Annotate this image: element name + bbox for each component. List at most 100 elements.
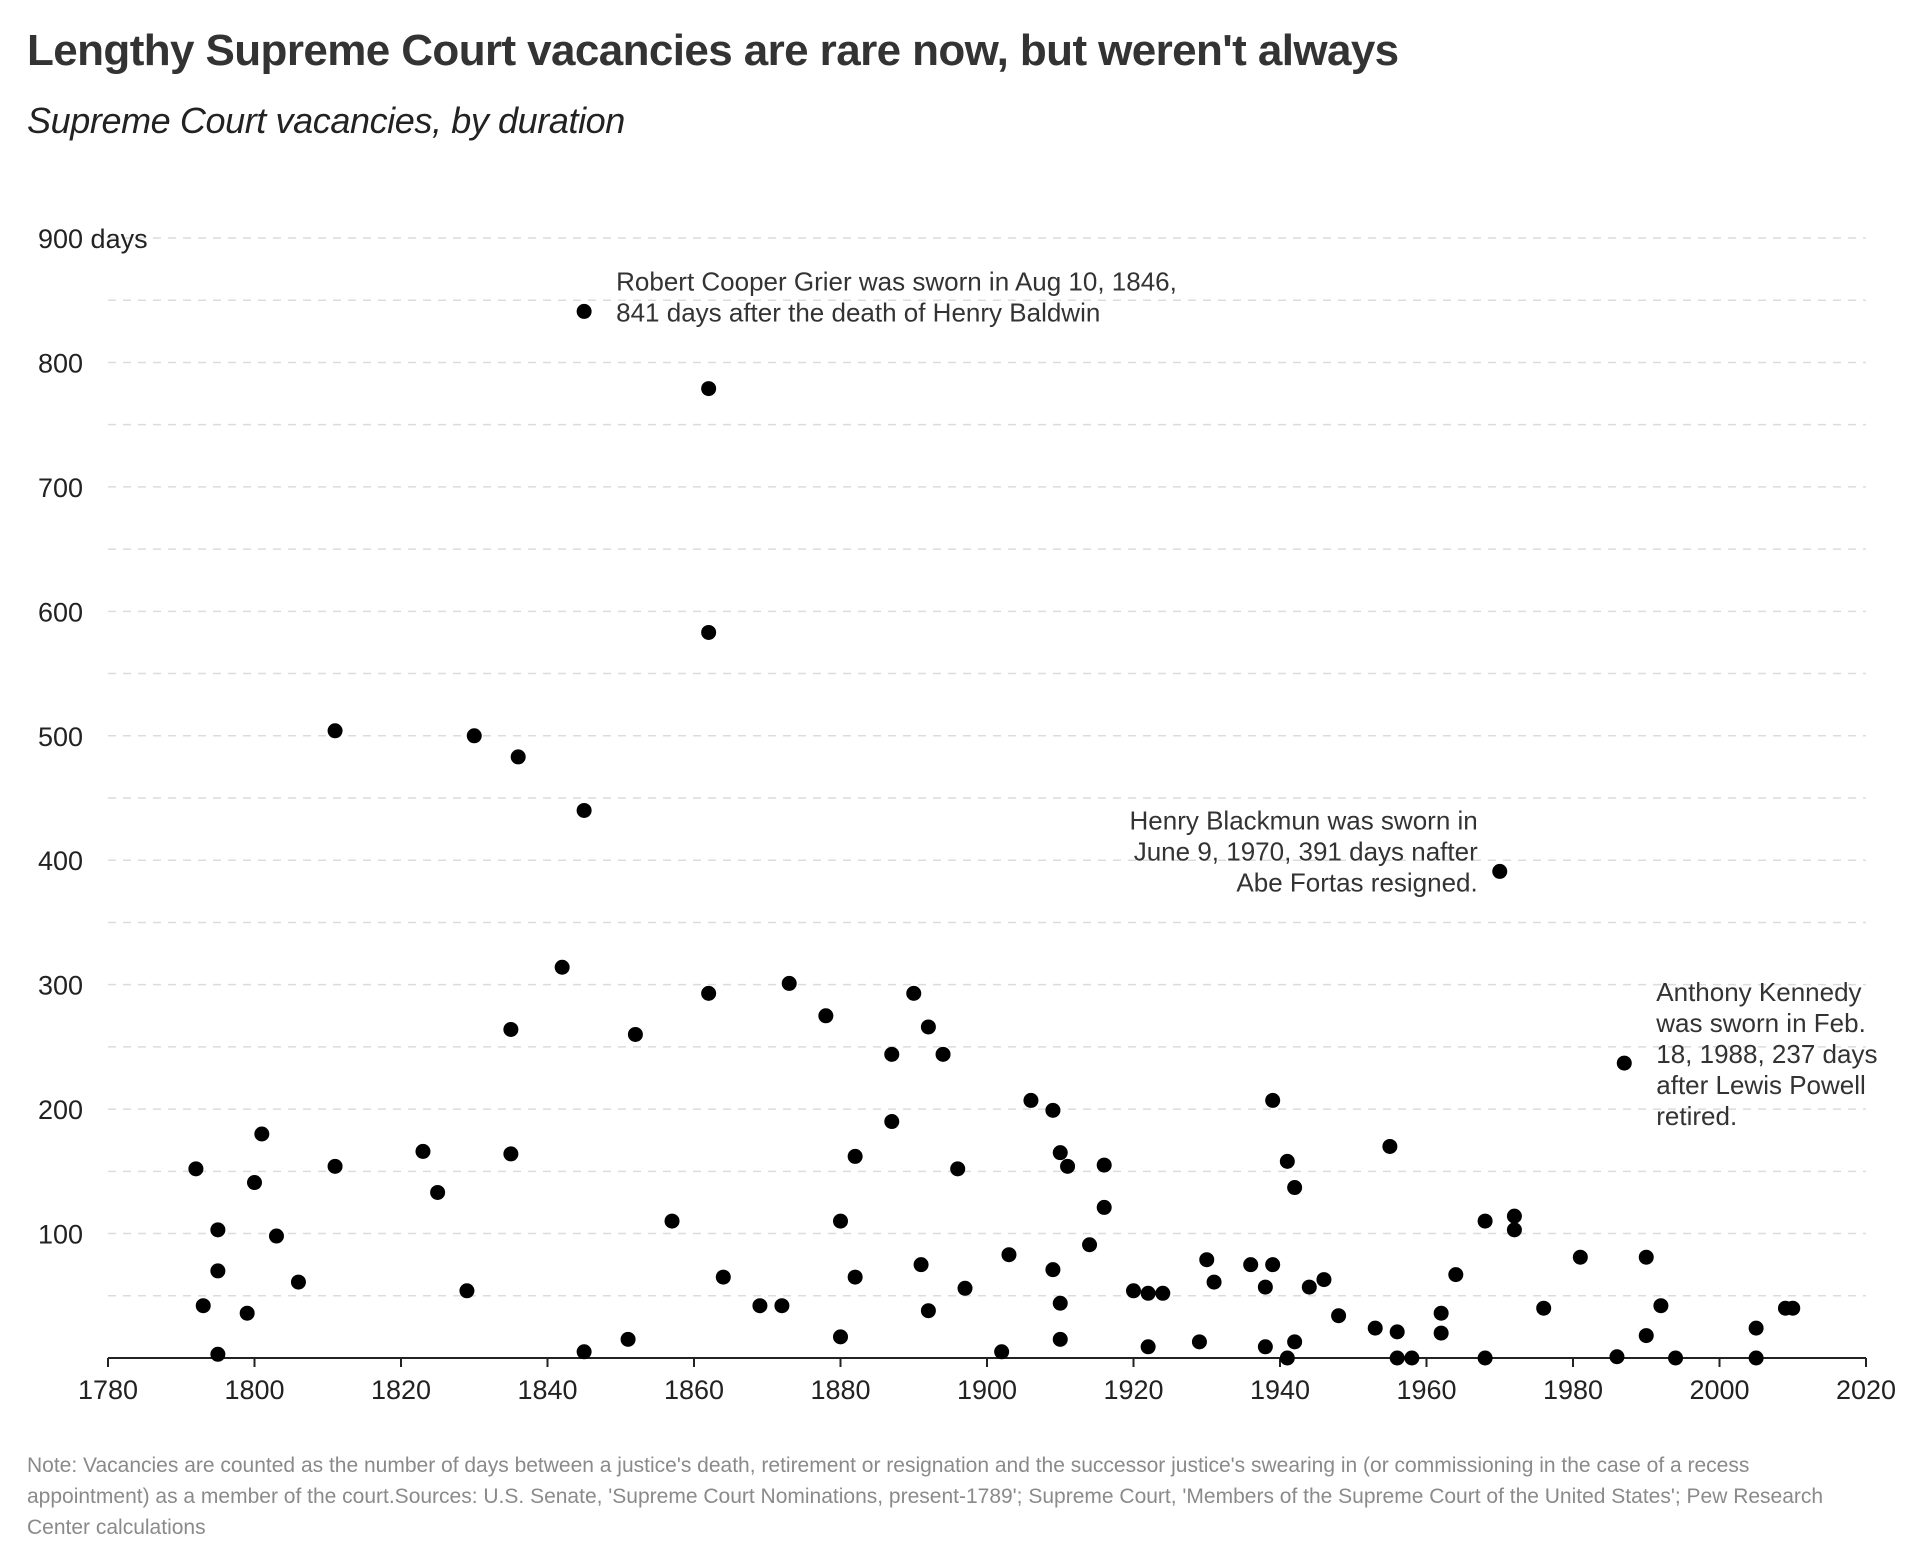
- data-point: [627, 1026, 643, 1042]
- data-point: [1045, 1262, 1061, 1278]
- x-tick-label: 1900: [957, 1375, 1017, 1405]
- data-point: [847, 1148, 863, 1164]
- chart-subtitle: Supreme Court vacancies, by duration: [27, 100, 625, 141]
- data-point: [833, 1213, 848, 1229]
- data-point: [906, 985, 922, 1001]
- data-point: [1748, 1320, 1764, 1336]
- y-tick-label: 800: [38, 348, 83, 378]
- data-point: [459, 1283, 475, 1299]
- y-tick-label: 100: [38, 1220, 83, 1250]
- annotation-text: 841 days after the death of Henry Baldwi…: [616, 297, 1100, 327]
- x-tick-label: 2020: [1836, 1375, 1896, 1405]
- data-point: [1082, 1237, 1098, 1253]
- x-tick-label: 2000: [1689, 1375, 1749, 1405]
- annotation-text: Anthony Kennedy: [1656, 977, 1861, 1007]
- data-point: [1257, 1339, 1273, 1355]
- data-point: [327, 1158, 343, 1174]
- data-point: [1638, 1249, 1654, 1265]
- y-tick-label: 400: [38, 846, 83, 876]
- data-point: [1052, 1295, 1068, 1311]
- data-point: [818, 1008, 834, 1024]
- data-point: [430, 1184, 446, 1200]
- data-point: [920, 1019, 936, 1035]
- data-point: [1477, 1350, 1493, 1366]
- data-point: [1638, 1328, 1654, 1344]
- y-tick-label: 500: [38, 722, 83, 752]
- data-point: [503, 1146, 519, 1162]
- source-note: Note: Vacancies are counted as the numbe…: [27, 1454, 1824, 1539]
- data-point: [1265, 1257, 1281, 1273]
- data-point: [1572, 1249, 1588, 1265]
- data-point: [1096, 1199, 1112, 1215]
- data-point: [913, 1257, 929, 1273]
- axes: 100 200 300 400 500 600 700 800 900 days 1780 1800…: [38, 224, 1896, 1405]
- data-point: [1060, 1158, 1076, 1174]
- x-tick-label: 1980: [1543, 1375, 1603, 1405]
- annotation-text: after Lewis Powell: [1656, 1070, 1866, 1100]
- x-tick-label: 1940: [1250, 1375, 1310, 1405]
- data-point: [1316, 1272, 1332, 1288]
- data-point: [884, 1046, 900, 1062]
- data-point: [1155, 1285, 1171, 1301]
- y-tick-label: 900 days: [38, 224, 148, 254]
- annotation-text: 18, 1988, 237 days: [1656, 1039, 1877, 1069]
- data-point: [774, 1298, 790, 1314]
- data-point: [664, 1213, 680, 1229]
- data-point: [1140, 1339, 1156, 1355]
- data-point: [1265, 1092, 1281, 1108]
- data-points: [188, 303, 1801, 1366]
- y-tick-label: 600: [38, 597, 83, 627]
- data-point: [1389, 1350, 1405, 1366]
- data-point: [254, 1126, 270, 1142]
- data-point: [1748, 1350, 1764, 1366]
- data-point: [1382, 1138, 1398, 1154]
- x-tick-label: 1880: [810, 1375, 870, 1405]
- data-point: [1001, 1247, 1017, 1263]
- data-point: [957, 1280, 973, 1296]
- data-point: [1045, 1102, 1061, 1118]
- data-point: [268, 1228, 284, 1244]
- data-point: [1096, 1157, 1112, 1173]
- x-tick-label: 1840: [517, 1375, 577, 1405]
- data-point: [752, 1298, 768, 1314]
- scatter-chart: 100 200 300 400 500 600 700 800 900 days 1780 1800…: [38, 224, 1896, 1405]
- data-point: [994, 1344, 1010, 1360]
- gridlines: [108, 237, 1866, 1297]
- data-point: [1389, 1324, 1405, 1340]
- annotation-text: Henry Blackmun was sworn in: [1130, 805, 1478, 835]
- y-tick-label: 300: [38, 971, 83, 1001]
- data-point: [576, 303, 592, 319]
- data-point: [1140, 1285, 1156, 1301]
- data-point: [1199, 1252, 1215, 1268]
- data-point: [1506, 1222, 1522, 1238]
- data-point: [195, 1298, 211, 1314]
- x-tick-label: 1920: [1103, 1375, 1163, 1405]
- data-point: [1191, 1334, 1207, 1350]
- data-point: [920, 1303, 936, 1319]
- data-point: [1052, 1331, 1068, 1347]
- data-point: [1052, 1145, 1068, 1161]
- data-point: [701, 624, 717, 640]
- data-point: [847, 1269, 863, 1285]
- data-point: [1279, 1350, 1295, 1366]
- x-tick-label: 1960: [1396, 1375, 1456, 1405]
- x-tick-label: 1860: [664, 1375, 724, 1405]
- data-point: [1287, 1334, 1303, 1350]
- annotation-text: Robert Cooper Grier was sworn in Aug 10,…: [616, 266, 1177, 296]
- data-point: [1616, 1055, 1632, 1071]
- annotation-text: Abe Fortas resigned.: [1236, 867, 1477, 897]
- data-point: [1126, 1283, 1141, 1299]
- data-point: [1287, 1180, 1303, 1196]
- data-point: [833, 1329, 848, 1345]
- data-point: [1448, 1267, 1464, 1283]
- data-point: [210, 1263, 226, 1279]
- annotation-text: was sworn in Feb.: [1655, 1008, 1866, 1038]
- data-point: [781, 975, 797, 991]
- y-tick-label: 700: [38, 473, 83, 503]
- data-point: [715, 1269, 731, 1285]
- data-point: [701, 985, 717, 1001]
- data-point: [576, 1344, 592, 1360]
- data-point: [210, 1222, 226, 1238]
- data-point: [1023, 1092, 1039, 1108]
- data-point: [1404, 1350, 1420, 1366]
